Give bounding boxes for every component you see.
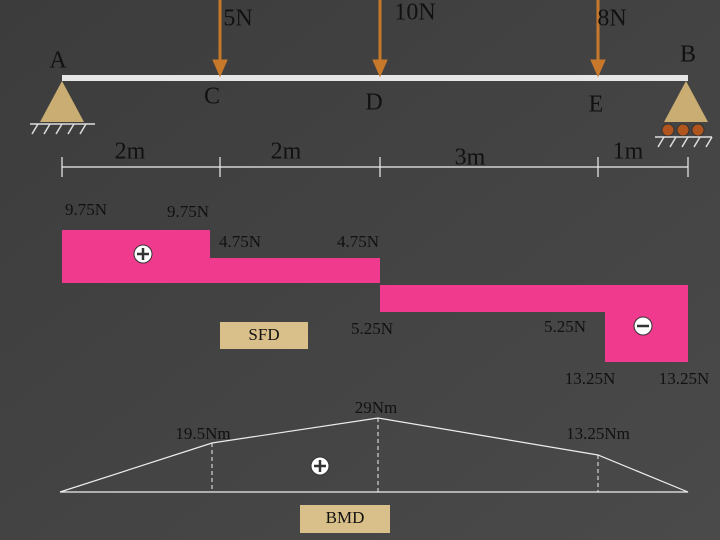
- point-label: D: [365, 90, 382, 116]
- span-label: 2m: [115, 139, 146, 165]
- bmd-outline: [59, 417, 689, 493]
- load-label: 8N: [597, 6, 626, 32]
- sfd-title: SFD: [248, 325, 279, 344]
- bmd-label: 29Nm: [355, 398, 398, 417]
- plus-icon: [133, 244, 153, 264]
- sfd-title-box: [220, 322, 308, 349]
- sfd-label: 13.25N: [565, 369, 616, 388]
- span-label: 2m: [271, 139, 302, 165]
- beam: [62, 75, 688, 81]
- arrow-head: [590, 59, 606, 78]
- point-label: E: [589, 92, 604, 118]
- point-label: B: [680, 42, 696, 68]
- ground-hatch: [30, 123, 95, 135]
- load-label: 10N: [394, 0, 435, 26]
- sfd-positive: [62, 230, 380, 283]
- point-label: C: [204, 84, 220, 110]
- sfd-label: 4.75N: [219, 232, 261, 251]
- sfd-label: 5.25N: [544, 317, 586, 336]
- sfd-label: 9.75N: [167, 202, 209, 221]
- point-label: A: [49, 48, 67, 74]
- dimension-line: [61, 157, 689, 177]
- bmd-label: 19.5Nm: [175, 424, 230, 443]
- sfd-label: 4.75N: [337, 232, 379, 251]
- bmd-label: 13.25Nm: [566, 424, 630, 443]
- roller-support: [664, 81, 708, 122]
- sfd-label: 13.25N: [659, 369, 710, 388]
- sfd-negative: [380, 285, 688, 362]
- load-arrows: [212, 0, 606, 78]
- rollers: [661, 123, 705, 137]
- bmd-title-box: [300, 505, 390, 533]
- span-label: 1m: [613, 139, 644, 165]
- sfd-label: 9.75N: [65, 200, 107, 219]
- bmd-title: BMD: [326, 508, 365, 527]
- sfd-label: 5.25N: [351, 319, 393, 338]
- bmd-dashed-lines: [211, 418, 599, 492]
- span-label: 3m: [455, 145, 486, 171]
- pin-support: [40, 81, 84, 122]
- ground-hatch: [655, 136, 713, 148]
- minus-icon: [633, 316, 653, 336]
- load-label: 5N: [223, 6, 252, 32]
- plus-icon: [310, 456, 330, 476]
- arrow-head: [372, 59, 388, 78]
- arrow-head: [212, 59, 228, 78]
